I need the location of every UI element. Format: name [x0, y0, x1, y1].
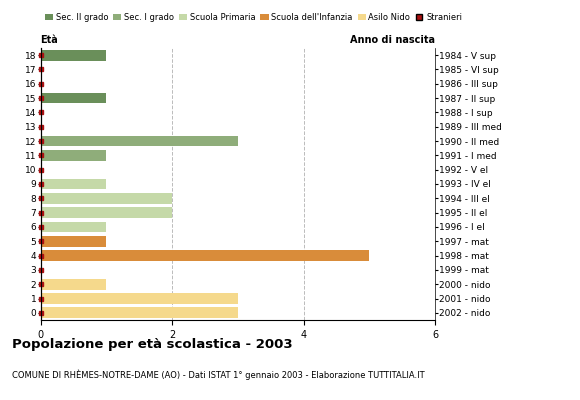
Bar: [41, 193, 172, 204]
Legend: Sec. II grado, Sec. I grado, Scuola Primaria, Scuola dell'Infanzia, Asilo Nido, : Sec. II grado, Sec. I grado, Scuola Prim…: [45, 13, 462, 22]
Bar: [41, 179, 106, 189]
Bar: [41, 150, 106, 161]
Text: Anno di nascita: Anno di nascita: [350, 35, 435, 45]
Bar: [41, 222, 106, 232]
Bar: [41, 136, 238, 146]
Text: COMUNE DI RHÈMES-NOTRE-DAME (AO) - Dati ISTAT 1° gennaio 2003 - Elaborazione TUT: COMUNE DI RHÈMES-NOTRE-DAME (AO) - Dati …: [12, 370, 424, 380]
Text: Popolazione per età scolastica - 2003: Popolazione per età scolastica - 2003: [12, 338, 292, 351]
Bar: [41, 50, 106, 60]
Bar: [41, 207, 172, 218]
Text: Età: Età: [41, 35, 59, 45]
Bar: [41, 279, 106, 290]
Bar: [41, 93, 106, 104]
Bar: [41, 293, 238, 304]
Bar: [41, 308, 238, 318]
Bar: [41, 250, 369, 261]
Bar: [41, 236, 106, 247]
